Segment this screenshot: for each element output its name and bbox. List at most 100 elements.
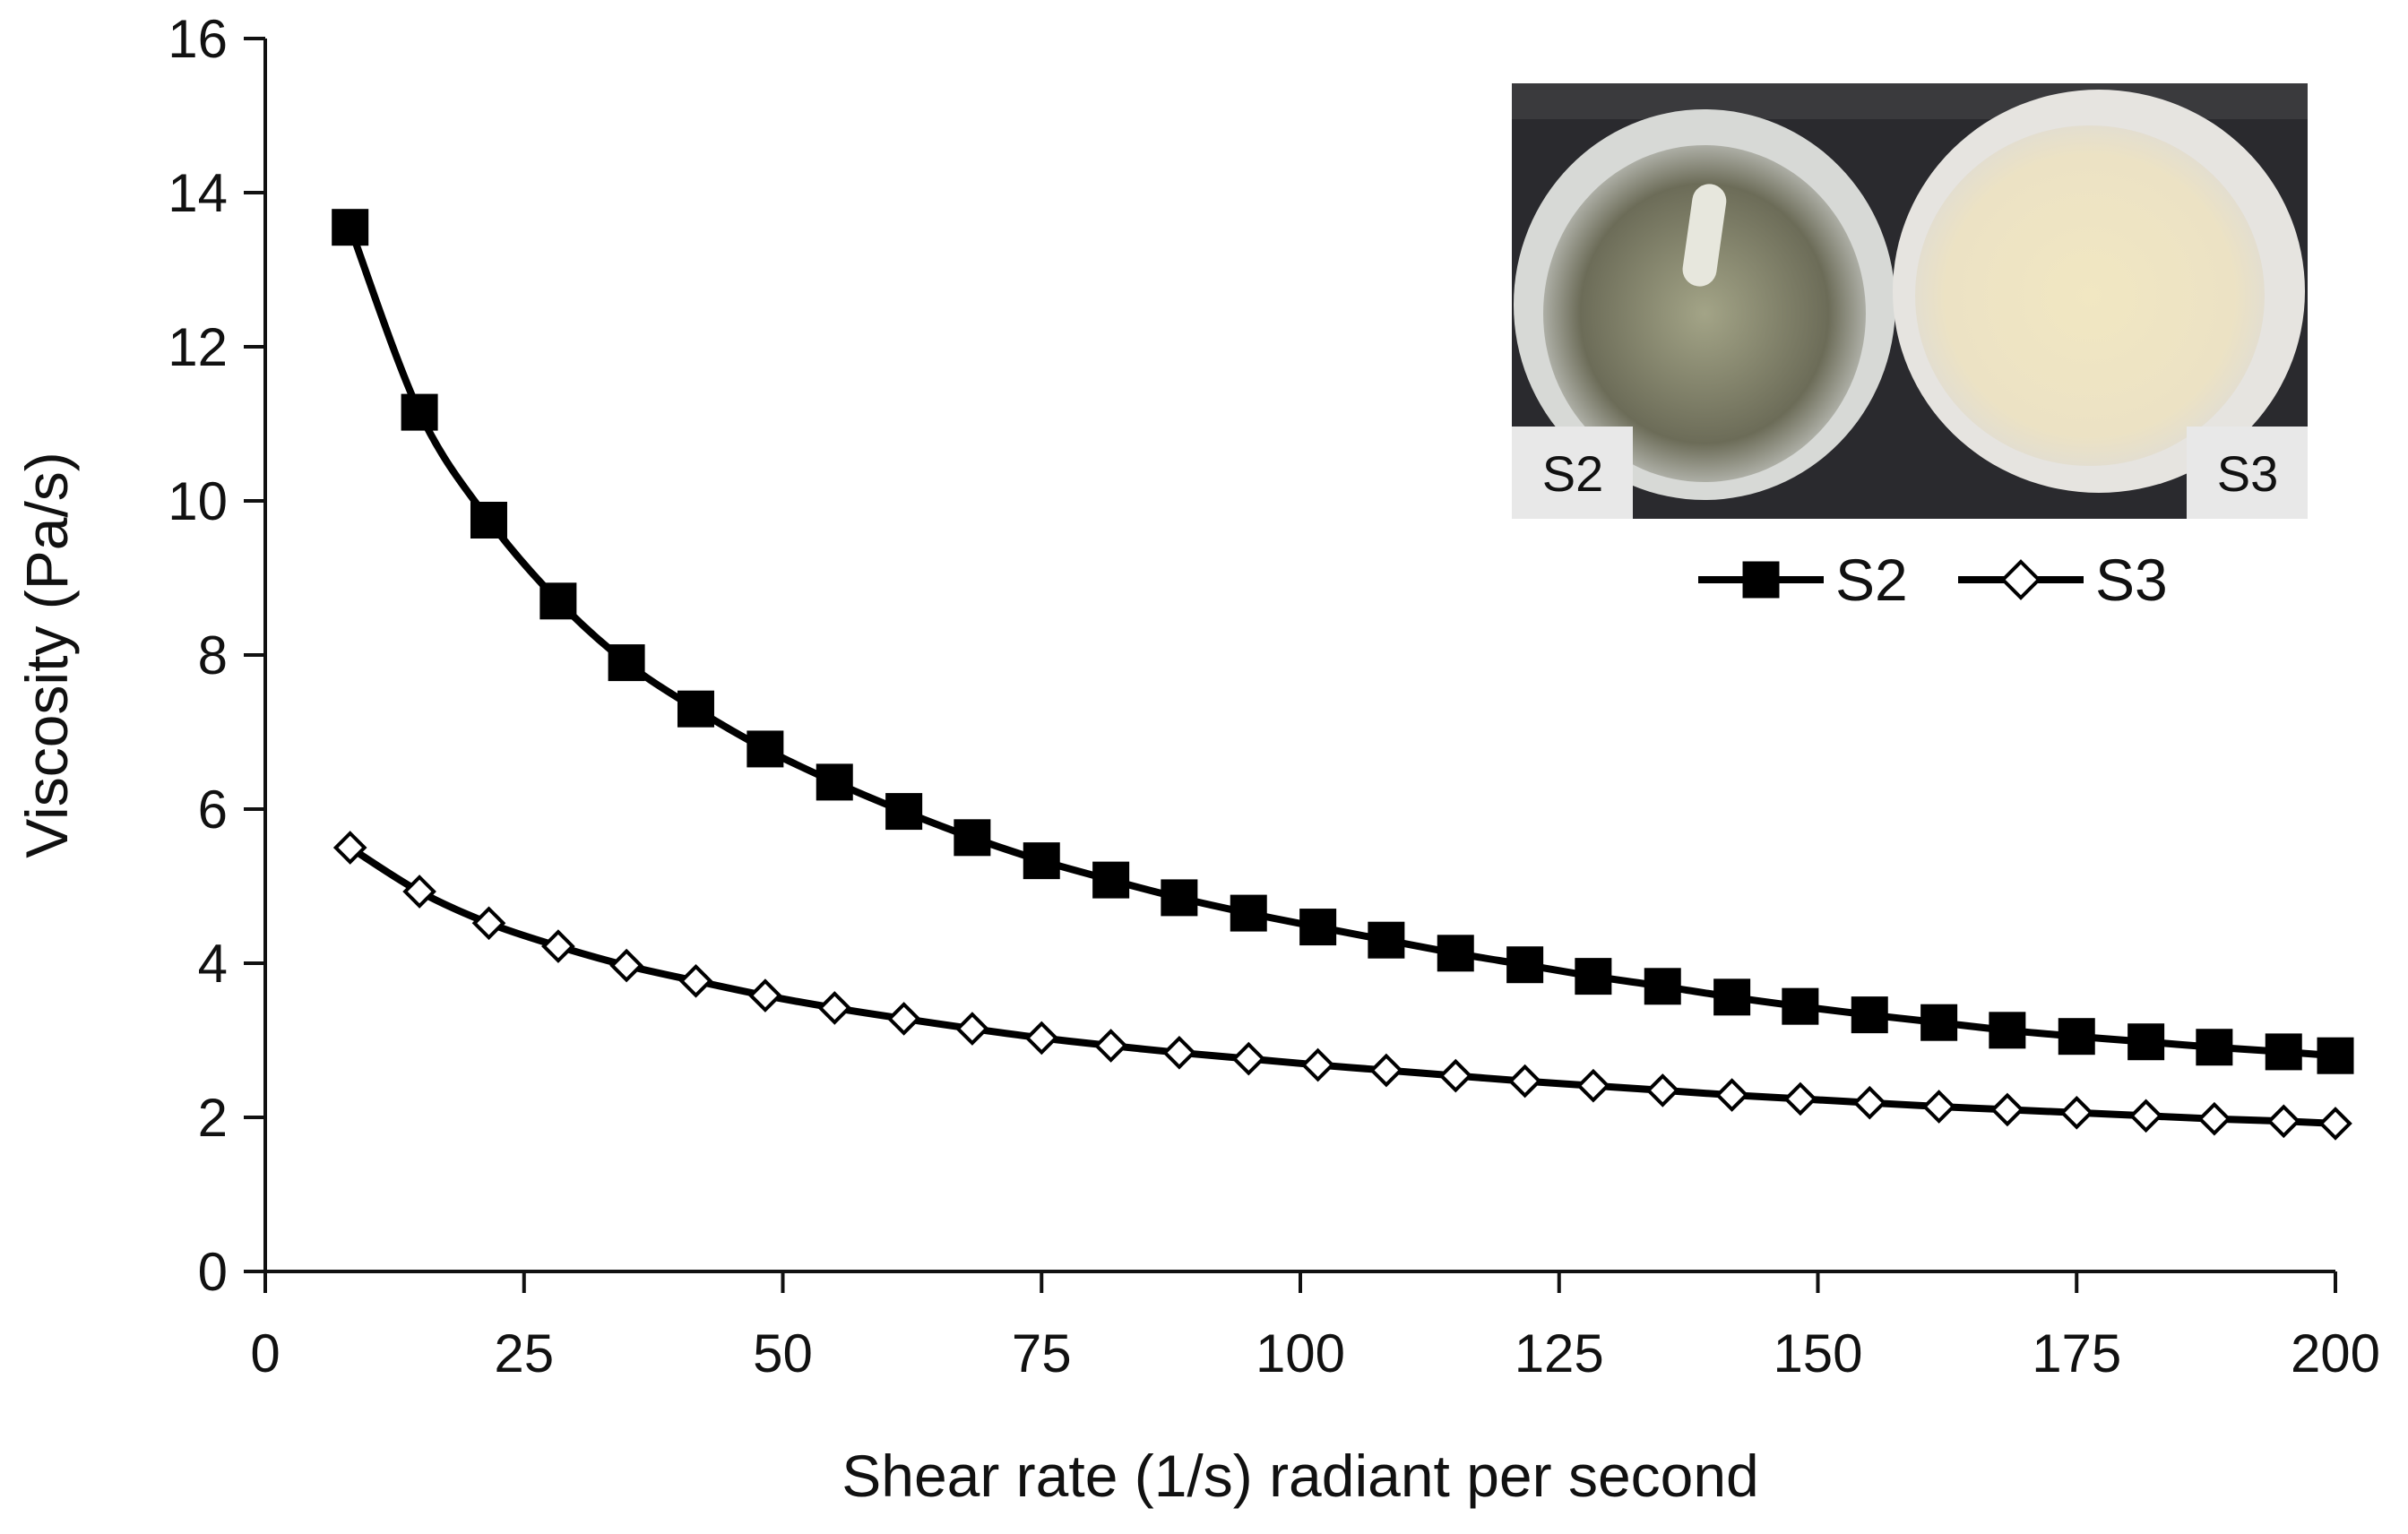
series-s2-point [1782,987,1819,1025]
legend-marker-s2 [1742,561,1780,599]
legend-label-s3: S3 [2095,547,2168,613]
inset-tag-s3-box [2187,427,2308,519]
series-s3-point [955,1012,989,1046]
inset-tag-s2: S2 [1542,445,1604,502]
y-tick-label: 6 [198,780,228,840]
series-s3-point [2318,1107,2352,1141]
series-s2-point [1575,958,1612,995]
y-tick-label: 16 [168,9,228,69]
series-s3-point [886,1002,921,1036]
series-s3-point [748,978,782,1013]
series-s3-point [1162,1035,1196,1070]
x-tick-label: 75 [1012,1323,1072,1383]
y-tick-label: 12 [168,317,228,377]
series-s2-point [1920,1004,1958,1041]
series-s2-point [1851,996,1888,1034]
series-s3-point [1576,1068,1610,1103]
x-ticks: 0 25 50 75 100 125 150 175 200 [250,1271,2380,1383]
series-s2-point [954,819,991,857]
series-s3-point [1990,1092,2024,1127]
series-s2-point [677,690,714,728]
series-s2-point [1023,842,1060,880]
series-s2-point [2058,1018,2095,1056]
x-tick-label: 200 [2291,1323,2380,1383]
y-tick-label: 8 [198,625,228,685]
series-s3-point [541,929,575,963]
beaker-s2-body [1543,145,1866,482]
series-s3-point [1369,1053,1403,1088]
series-s3-point [1231,1041,1266,1076]
series-s2-point [2265,1033,2302,1071]
series-s3-point [2197,1101,2231,1136]
series-s2-point [816,763,853,801]
inset-tag-s2-box [1512,427,1633,519]
series-s3-point [678,963,713,998]
y-tick-label: 2 [198,1088,228,1148]
series-s2-point [539,582,577,620]
series-s2-point [1644,968,1681,1005]
series-s2-point [2317,1037,2354,1074]
series-s3-point [402,875,436,909]
series-s2-point [1506,946,1544,984]
series-s3-point [1438,1058,1473,1093]
series-s2-point [2196,1029,2233,1066]
series-s2-point [1161,879,1198,917]
series-s3-point [2128,1099,2163,1133]
series-s3-point [471,906,506,941]
series-s3-point [817,991,852,1025]
series-s3-point [1300,1047,1335,1082]
legend-label-s2: S2 [1835,547,1908,613]
series-s3-point [2266,1104,2301,1139]
y-tick-label: 14 [168,163,228,223]
beaker-s2-stirbar [1682,184,1727,287]
x-tick-label: 150 [1773,1323,1862,1383]
series-layer [332,209,2354,1141]
series-s3-point [1921,1090,1956,1124]
series-s2-point [1437,935,1474,972]
series-s2-point [747,730,784,768]
series-s2-point [885,793,923,831]
x-tick-label: 125 [1515,1323,1604,1383]
series-s3-point [609,948,643,983]
x-tick-label: 0 [250,1323,280,1383]
series-s2-point [1299,909,1337,946]
series-s3-line [348,844,2336,1127]
series-s3-point [332,831,367,865]
series-s2-point [2127,1023,2165,1061]
y-tick-label: 0 [198,1242,228,1302]
x-tick-label: 175 [2032,1323,2121,1383]
series-s2-point [1368,921,1405,959]
series-s3-point [1852,1085,1887,1120]
series-s2-point [1092,861,1130,899]
x-tick-label: 100 [1256,1323,1345,1383]
series-s2-point [608,644,645,682]
series-s2-point [470,502,507,539]
series-s3-point [1507,1064,1542,1099]
y-tick-label: 10 [168,471,228,531]
legend: S2 S3 [1698,547,2168,613]
y-axis-title: Viscosity (Pa/s) [13,452,80,858]
series-s3-point [1714,1078,1749,1112]
x-tick-label: 50 [753,1323,813,1383]
series-s3-point [2059,1095,2094,1130]
series-s3-point [1645,1073,1680,1107]
series-s3-point [1093,1029,1128,1063]
series-s2-point [1713,978,1751,1016]
beaker-s3-body [1915,125,2265,466]
series-s3 [332,831,2352,1141]
series-s2-point [401,393,438,431]
series-s2-point [332,209,369,246]
inset-photo: S2 S3 [1512,83,2308,519]
legend-marker-s3 [2000,559,2041,600]
x-tick-label: 25 [494,1323,554,1383]
y-tick-label: 4 [198,934,228,994]
series-s2-point [1989,1012,2026,1049]
y-ticks: 0 2 4 6 8 10 12 14 16 [168,9,265,1302]
series-s3-point [1783,1082,1817,1116]
series-s3-point [1024,1021,1059,1056]
x-axis-title: Shear rate (1/s) radiant per second [842,1443,1759,1509]
plot-axes: 0 2 4 6 8 10 12 14 16 0 25 50 75 100 125 150 175 200 [168,9,2380,1383]
inset-tag-s3: S3 [2217,445,2279,502]
series-s2-point [1230,894,1267,932]
